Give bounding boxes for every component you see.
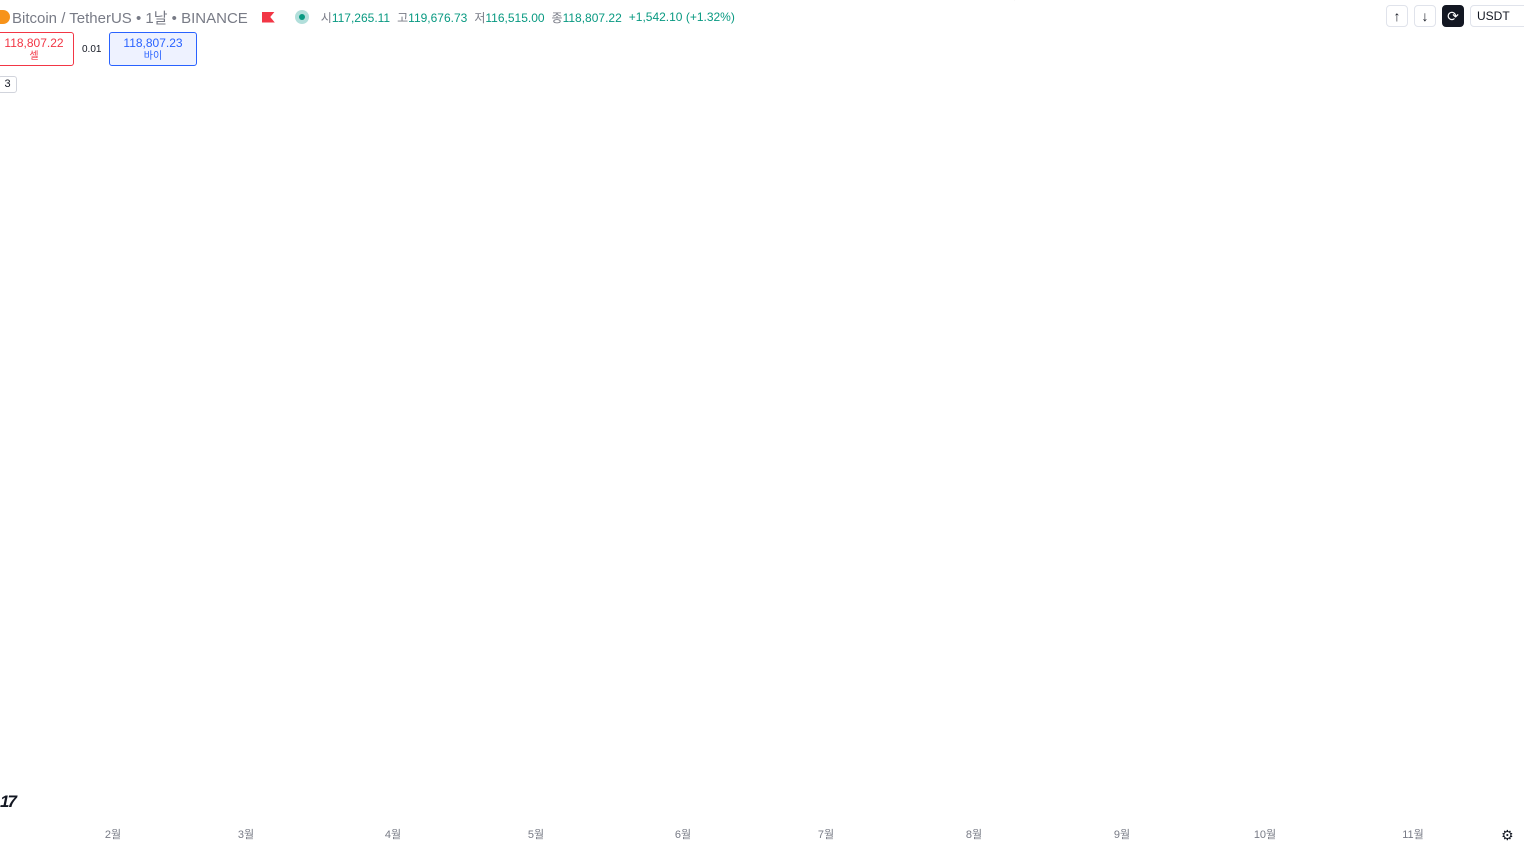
currency-select[interactable]: USDT (1470, 5, 1524, 27)
buy-button[interactable]: 118,807.23 바이 (109, 32, 197, 66)
high-value: 119,676.73 (408, 10, 468, 25)
x-tick-label: 4월 (385, 828, 401, 841)
symbol-title[interactable]: Bitcoin / TetherUS • 1날 • BINANCE (12, 9, 248, 27)
spread-value: 0.01 (82, 44, 102, 55)
low-label: 저 (474, 10, 486, 25)
x-tick-label: 7월 (818, 828, 834, 841)
x-tick-label: 2월 (105, 828, 121, 841)
flag-icon[interactable] (261, 11, 275, 23)
buy-price: 118,807.23 (123, 36, 183, 50)
tradingview-logo[interactable]: 17 (0, 792, 17, 811)
ohlc-values: 시117,265.11 고119,676.73 저116,515.00 종118… (321, 9, 622, 26)
x-tick-label: 9월 (1114, 828, 1130, 841)
high-label: 고 (397, 10, 409, 25)
arrow-down-icon[interactable]: ↓ (1414, 5, 1436, 27)
symbol-legend[interactable]: Bitcoin / TetherUS • 1날 • BINANCE 시117,2… (0, 7, 735, 27)
close-label: 종 (551, 10, 563, 25)
sync-icon[interactable]: ⟳ (1442, 5, 1464, 27)
low-value: 116,515.00 (485, 10, 545, 25)
sell-price: 118,807.22 (4, 36, 64, 50)
market-status-icon[interactable] (294, 10, 309, 24)
buy-label: 바이 (143, 51, 163, 62)
close-value: 118,807.22 (562, 10, 622, 25)
open-value: 117,265.11 (331, 10, 391, 25)
x-tick-label: 10월 (1254, 828, 1276, 841)
sell-button[interactable]: 118,807.22 셀 (0, 32, 74, 66)
x-tick-label: 6월 (675, 828, 691, 841)
sell-label: 셀 (29, 51, 39, 62)
arrow-up-icon[interactable]: ↑ (1386, 5, 1408, 27)
open-label: 시 (320, 10, 332, 25)
x-tick-label: 3월 (238, 828, 254, 841)
settings-gear-icon[interactable]: ⚙ (1501, 827, 1514, 843)
pane-index[interactable]: 3 (0, 76, 17, 93)
x-tick-label: 8월 (966, 828, 982, 841)
time-axis: 2월 3월 4월 5월 6월 7월 8월 9월 10월 11월 (105, 828, 1424, 841)
change-value: +1,542.10 (+1.32%) (628, 10, 735, 24)
x-tick-label: 5월 (528, 828, 544, 841)
x-tick-label: 11월 (1402, 828, 1424, 841)
bitcoin-icon (0, 10, 10, 24)
